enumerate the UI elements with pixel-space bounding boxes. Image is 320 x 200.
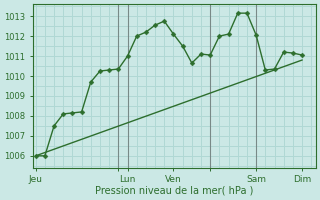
X-axis label: Pression niveau de la mer( hPa ): Pression niveau de la mer( hPa ) [95, 186, 253, 196]
